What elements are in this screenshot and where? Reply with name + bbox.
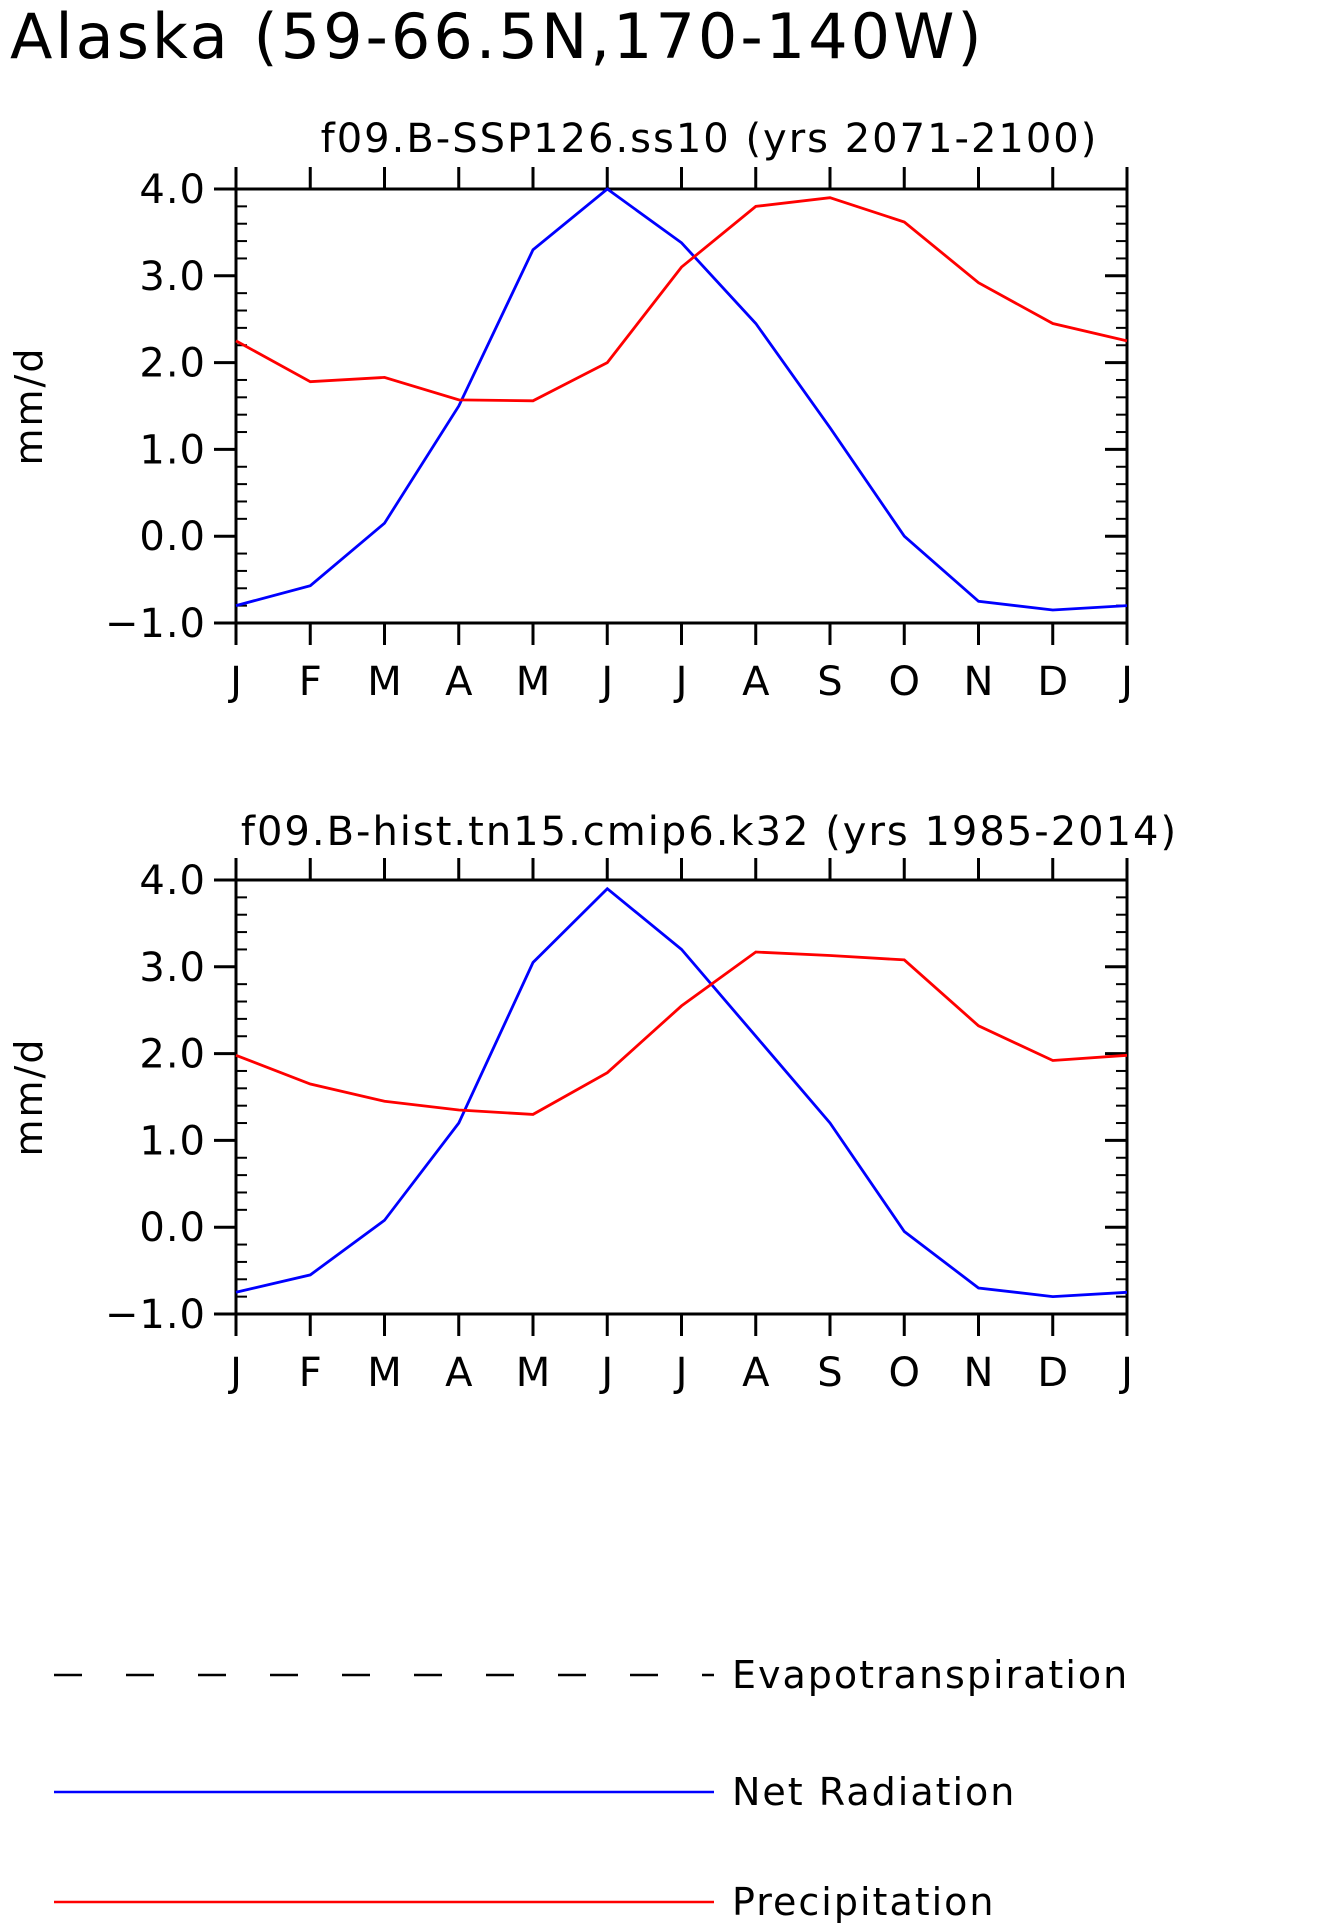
series-line-precipitation xyxy=(235,950,1128,1116)
x-tick-label: J xyxy=(673,1350,688,1396)
y-tick-label: 1.0 xyxy=(139,1118,206,1164)
y-tick-label: 2.0 xyxy=(139,341,206,387)
chart-panel-top: f09.B-SSP126.ss10 (yrs 2071-2100) mm/d 4.0… xyxy=(7,116,1133,705)
series-line-net-radiation xyxy=(235,886,1128,1299)
legend-label-evapotranspiration: Evapotranspiration xyxy=(732,1653,1129,1697)
x-tick-label: O xyxy=(889,659,920,705)
x-tick-label: A xyxy=(445,659,473,705)
y-axis-label: mm/d xyxy=(7,1038,51,1157)
x-tick-label: O xyxy=(889,1350,920,1396)
y-tick-label: 4.0 xyxy=(139,167,206,213)
x-tick-label: N xyxy=(964,659,994,705)
series-line-precipitation xyxy=(235,196,1128,403)
chart-title: f09.B-hist.tn15.cmip6.k32 (yrs 1985-2014… xyxy=(241,809,1178,855)
x-tick-label: J xyxy=(1118,659,1133,705)
x-tick-label: A xyxy=(742,659,770,705)
legend: Evapotranspiration Net Radiation Precipi… xyxy=(54,1653,1129,1924)
x-tick-label: D xyxy=(1037,659,1068,705)
x-tick-label: D xyxy=(1037,1350,1068,1396)
figure-title: Alaska (59-66.5N,170-140W) xyxy=(10,0,985,73)
x-tick-label: A xyxy=(445,1350,473,1396)
x-tick-label: M xyxy=(367,1350,402,1396)
y-tick-label: 3.0 xyxy=(139,254,206,300)
y-tick-label: 3.0 xyxy=(139,945,206,991)
x-tick-label: F xyxy=(299,659,322,705)
chart-panel-bottom: f09.B-hist.tn15.cmip6.k32 (yrs 1985-2014… xyxy=(7,809,1178,1396)
y-tick-label: 0.0 xyxy=(139,514,206,560)
x-tick-label: J xyxy=(673,659,688,705)
x-tick-label: F xyxy=(299,1350,322,1396)
x-tick-label: J xyxy=(598,659,613,705)
x-tick-label: J xyxy=(1118,1350,1133,1396)
y-tick-label: 4.0 xyxy=(139,858,206,904)
y-axis-label: mm/d xyxy=(7,347,51,466)
series-line-net-radiation xyxy=(235,187,1128,612)
x-tick-label: M xyxy=(367,659,402,705)
chart-title: f09.B-SSP126.ss10 (yrs 2071-2100) xyxy=(321,116,1099,162)
x-tick-label: S xyxy=(817,1350,842,1396)
x-tick-label: J xyxy=(227,659,242,705)
x-tick-label: A xyxy=(742,1350,770,1396)
x-tick-label: J xyxy=(227,1350,242,1396)
x-tick-label: S xyxy=(817,659,842,705)
y-tick-label: −1.0 xyxy=(105,601,206,647)
x-tick-label: J xyxy=(598,1350,613,1396)
x-tick-label: M xyxy=(516,1350,551,1396)
y-tick-label: −1.0 xyxy=(105,1292,206,1338)
plot-frame xyxy=(234,187,1129,625)
legend-label-net-radiation: Net Radiation xyxy=(732,1770,1016,1814)
legend-label-precipitation: Precipitation xyxy=(732,1880,996,1924)
y-tick-label: 0.0 xyxy=(139,1205,206,1251)
y-tick-label: 1.0 xyxy=(139,427,206,473)
x-tick-label: N xyxy=(964,1350,994,1396)
y-tick-label: 2.0 xyxy=(139,1032,206,1078)
x-tick-label: M xyxy=(516,659,551,705)
